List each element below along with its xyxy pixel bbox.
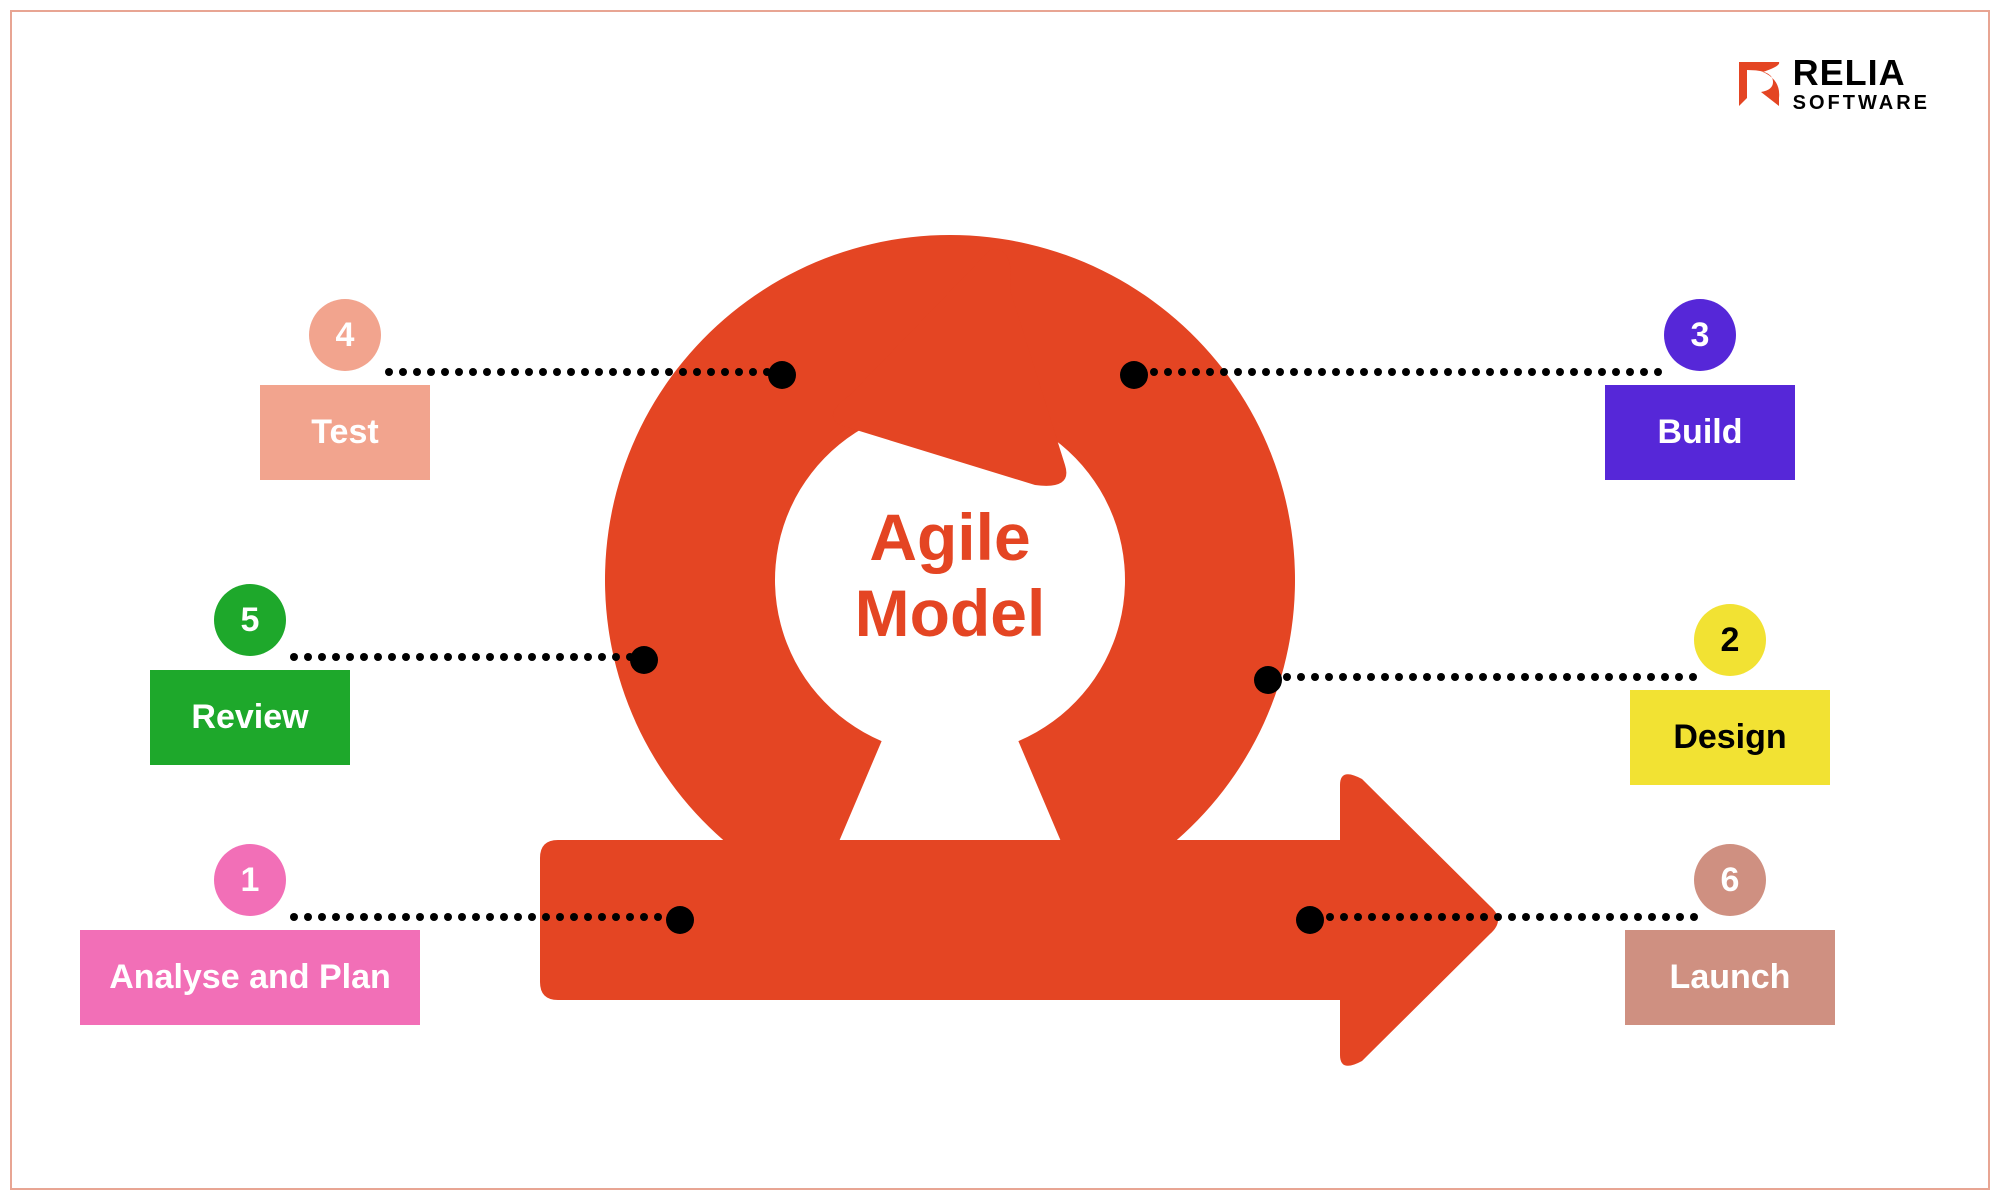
connector-dot-2 bbox=[1254, 666, 1282, 694]
connector-dot-3 bbox=[1120, 361, 1148, 389]
title-line-2: Model bbox=[855, 576, 1046, 650]
step-number-2: 2 bbox=[1694, 604, 1766, 676]
step-label-5: Review bbox=[150, 670, 350, 765]
step-number-1: 1 bbox=[214, 844, 286, 916]
step-label-3: Build bbox=[1605, 385, 1795, 480]
diagram-title: Agile Model bbox=[790, 500, 1110, 652]
step-label-6: Launch bbox=[1625, 930, 1835, 1025]
step-number-4: 4 bbox=[309, 299, 381, 371]
connector-dot-6 bbox=[1296, 906, 1324, 934]
step-label-2: Design bbox=[1630, 690, 1830, 785]
step-number-5: 5 bbox=[214, 584, 286, 656]
connector-dot-5 bbox=[630, 646, 658, 674]
connector-dot-1 bbox=[666, 906, 694, 934]
step-label-4: Test bbox=[260, 385, 430, 480]
step-number-6: 6 bbox=[1694, 844, 1766, 916]
connector-dot-4 bbox=[768, 361, 796, 389]
title-line-1: Agile bbox=[869, 500, 1030, 574]
step-number-3: 3 bbox=[1664, 299, 1736, 371]
step-label-1: Analyse and Plan bbox=[80, 930, 420, 1025]
